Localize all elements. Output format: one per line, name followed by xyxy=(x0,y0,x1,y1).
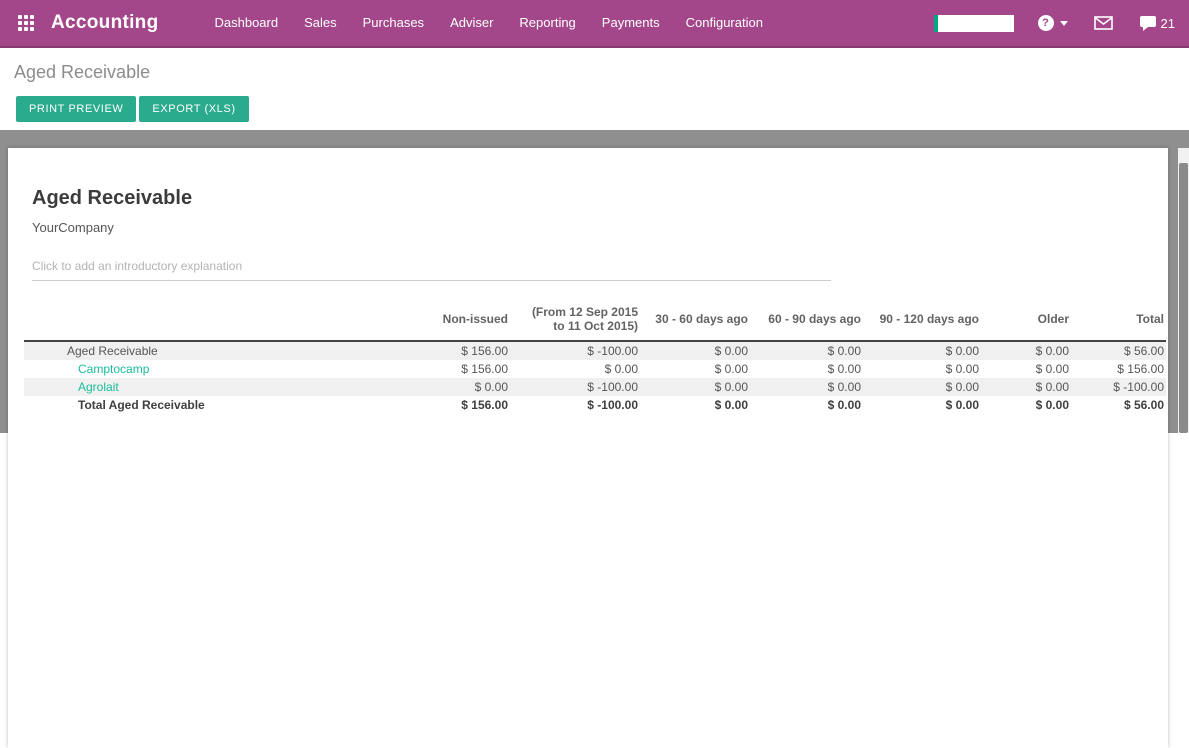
cell-value: $ 0.00 xyxy=(714,398,748,412)
vertical-scrollbar[interactable] xyxy=(1178,148,1189,433)
row-label: Aged Receivable xyxy=(24,341,380,360)
print-preview-button[interactable]: PRINT PREVIEW xyxy=(16,96,137,122)
cell-value: $ 0.00 xyxy=(827,362,861,376)
scrollbar-thumb[interactable] xyxy=(1179,163,1188,433)
report-title: Aged Receivable xyxy=(32,187,193,209)
cell-value: $ 0.00 xyxy=(750,341,863,360)
partner-link[interactable]: Camptocamp xyxy=(78,362,150,376)
table-row-total: Total Aged Receivable $ 156.00 $ -100.00… xyxy=(24,396,1166,414)
cell-value: $ 0.00 xyxy=(863,341,981,360)
cell-value: $ 0.00 xyxy=(714,362,748,376)
col-header-date-range: (From 12 Sep 2015 to 11 Oct 2015) xyxy=(510,303,640,342)
cell-value: $ 0.00 xyxy=(604,362,638,376)
cell-value: $ 0.00 xyxy=(981,378,1071,396)
cell-value: $ -100.00 xyxy=(510,341,640,360)
messages-button[interactable] xyxy=(1093,16,1113,30)
report-toolbar: PRINT PREVIEW EXPORT (XLS) xyxy=(16,96,1189,122)
aged-receivable-table-wrap: Non-issued (From 12 Sep 2015 to 11 Oct 2… xyxy=(24,303,1166,414)
content-header: Aged Receivable PRINT PREVIEW EXPORT (XL… xyxy=(0,48,1189,130)
cell-value: $ 56.00 xyxy=(1071,341,1166,360)
table-row-account: Aged Receivable $ 156.00 $ -100.00 $ 0.0… xyxy=(24,341,1166,360)
intro-explanation-placeholder[interactable]: Click to add an introductory explanation xyxy=(32,259,831,281)
cell-value: $ 56.00 xyxy=(1123,398,1164,412)
menu-item-configuration[interactable]: Configuration xyxy=(685,15,763,30)
aged-receivable-table: Non-issued (From 12 Sep 2015 to 11 Oct 2… xyxy=(24,303,1166,414)
partner-link[interactable]: Agrolait xyxy=(78,380,119,394)
chat-button[interactable]: 21 xyxy=(1139,15,1175,31)
col-header-label xyxy=(24,303,380,342)
row-label: Total Aged Receivable xyxy=(78,398,205,412)
cell-value: $ 0.00 xyxy=(750,378,863,396)
cell-value: $ 0.00 xyxy=(981,341,1071,360)
col-header-older: Older xyxy=(981,303,1071,342)
cell-value: $ 156.00 xyxy=(380,341,510,360)
menu-item-purchases[interactable]: Purchases xyxy=(362,15,425,30)
table-header-row: Non-issued (From 12 Sep 2015 to 11 Oct 2… xyxy=(24,303,1166,342)
report-canvas: Aged Receivable YourCompany Click to add… xyxy=(0,130,1189,748)
cell-value: $ 0.00 xyxy=(380,378,510,396)
menu-item-payments[interactable]: Payments xyxy=(601,15,660,30)
row-label: Agrolait xyxy=(24,378,380,396)
menu-item-reporting[interactable]: Reporting xyxy=(519,15,576,30)
chevron-down-icon xyxy=(1059,20,1068,26)
cell-value: $ 0.00 xyxy=(1035,398,1069,412)
col-header-30-60: 30 - 60 days ago xyxy=(640,303,750,342)
col-header-total: Total xyxy=(1071,303,1166,342)
cell-value: $ 156.00 xyxy=(461,398,508,412)
top-navigation-bar: Accounting Dashboard Sales Purchases Adv… xyxy=(0,0,1189,48)
export-xls-button[interactable]: EXPORT (XLS) xyxy=(139,96,249,122)
col-header-non-issued: Non-issued xyxy=(380,303,510,342)
col-header-60-90: 60 - 90 days ago xyxy=(750,303,863,342)
cell-value: $ -100.00 xyxy=(1071,378,1166,396)
chat-count-badge: 21 xyxy=(1160,15,1175,31)
report-company: YourCompany xyxy=(32,220,114,235)
help-icon: ? xyxy=(1037,15,1054,31)
table-row-partner-camptocamp: Camptocamp $ 156.00 $ 0.00 $ 0.00 $ 0.00… xyxy=(24,360,1166,378)
cell-value: $ 0.00 xyxy=(640,378,750,396)
envelope-icon xyxy=(1093,16,1113,30)
menu-item-sales[interactable]: Sales xyxy=(304,15,337,30)
col-header-90-120: 90 - 120 days ago xyxy=(863,303,981,342)
chat-bubble-icon xyxy=(1139,16,1156,31)
menu-item-adviser[interactable]: Adviser xyxy=(450,15,494,30)
report-page: Aged Receivable YourCompany Click to add… xyxy=(8,148,1168,748)
main-menu: Dashboard Sales Purchases Adviser Report… xyxy=(202,0,776,46)
breadcrumb: Aged Receivable xyxy=(14,62,151,82)
menu-item-dashboard[interactable]: Dashboard xyxy=(214,15,279,30)
app-title[interactable]: Accounting xyxy=(51,12,159,33)
user-menu[interactable] xyxy=(933,14,1014,32)
cell-value: $ 0.00 xyxy=(863,378,981,396)
cell-value: $ -100.00 xyxy=(587,398,638,412)
apps-grid-icon[interactable] xyxy=(18,15,34,31)
help-menu[interactable]: ? xyxy=(1037,15,1068,31)
cell-value: $ 0.00 xyxy=(1035,362,1069,376)
cell-value: $ 0.00 xyxy=(945,362,979,376)
cell-value: $ 156.00 xyxy=(1117,362,1164,376)
cell-value: $ 0.00 xyxy=(640,341,750,360)
table-row-partner-agrolait: Agrolait $ 0.00 $ -100.00 $ 0.00 $ 0.00 … xyxy=(24,378,1166,396)
row-label: Camptocamp xyxy=(24,360,380,378)
cell-value: $ 0.00 xyxy=(945,398,979,412)
cell-value: $ 156.00 xyxy=(461,362,508,376)
topbar-right-cluster: ? 21 xyxy=(933,14,1175,32)
cell-value: $ -100.00 xyxy=(510,378,640,396)
cell-value: $ 0.00 xyxy=(827,398,861,412)
